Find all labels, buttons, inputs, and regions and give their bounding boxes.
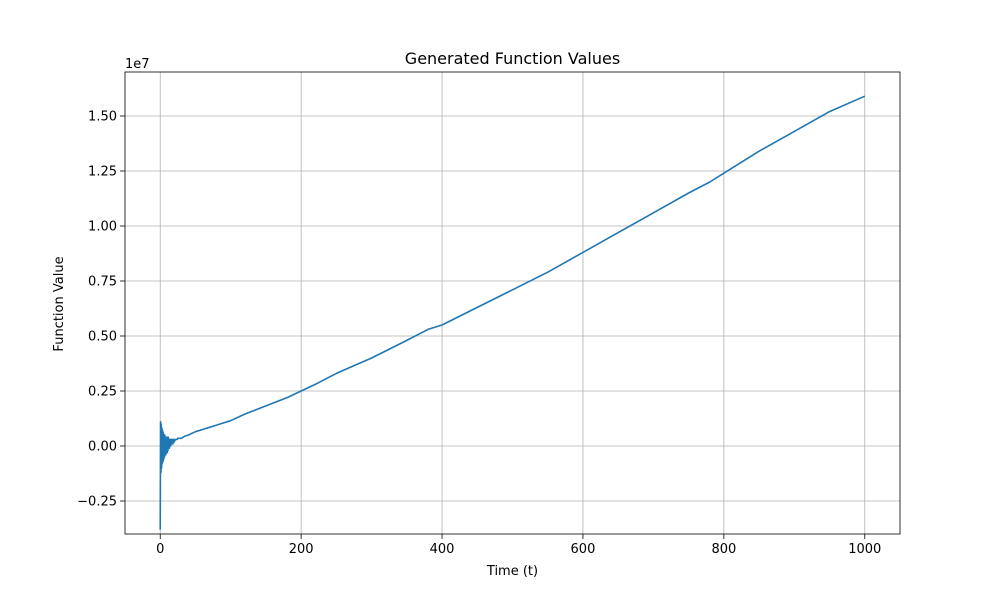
x-axis-ticks: 0 200 400 600 800 1000 — [156, 534, 881, 557]
x-tick-label: 1000 — [848, 542, 881, 557]
x-tick-label: 200 — [289, 542, 314, 557]
x-tick-label: 0 — [156, 542, 164, 557]
chart-title: Generated Function Values — [405, 49, 620, 68]
y-tick-label: 0.00 — [88, 440, 117, 455]
x-tick-label: 600 — [571, 542, 596, 557]
y-axis-label: Function Value — [52, 256, 67, 351]
x-tick-label: 400 — [430, 542, 455, 557]
x-axis-label: Time (t) — [486, 564, 538, 579]
plot-frame — [124, 71, 901, 535]
y-tick-label: 0.25 — [88, 385, 117, 400]
y-tick-label: 1.00 — [88, 220, 117, 235]
y-tick-label: 0.50 — [88, 330, 117, 345]
y-axis-offset-label: 1e7 — [125, 57, 150, 72]
series-line — [159, 95, 866, 530]
grid-lines — [125, 72, 900, 534]
y-axis-ticks: −0.25 0.00 0.25 0.50 0.75 1.00 1.25 1.50 — [77, 110, 125, 510]
y-tick-label: 1.50 — [88, 110, 117, 125]
series-layer — [159, 95, 866, 530]
y-tick-label: 0.75 — [88, 275, 117, 290]
y-tick-label: −0.25 — [77, 495, 117, 510]
x-tick-label: 800 — [711, 542, 736, 557]
y-tick-label: 1.25 — [88, 165, 117, 180]
